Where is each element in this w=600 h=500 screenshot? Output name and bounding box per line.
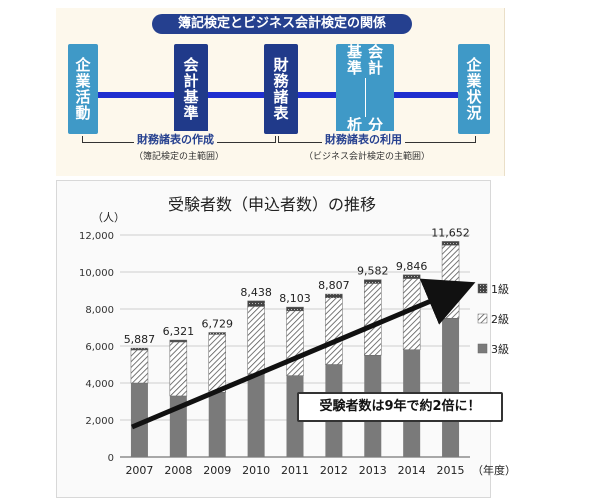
total-label-2009: 6,729 [201,318,233,331]
box-corporate-status: 企業状況 [458,44,490,134]
total-label-2011: 8,103 [279,292,311,305]
y-tick-label: 4,000 [85,379,114,390]
box-corporate-activity: 企業活動 [68,44,98,134]
legend-swatch [477,343,488,354]
total-label-2015: 11,652 [431,226,470,239]
y-tick-label: 0 [108,453,114,464]
range-label-creation: 財務諸表の作成 [134,131,217,147]
total-label-2010: 8,438 [240,286,272,299]
bar-2級-2008 [169,341,188,397]
y-tick-label: 8,000 [85,305,114,316]
box-label: 財務諸表 [271,57,290,121]
x-tick-label: 2009 [203,464,231,477]
range-sub-creation: （簿記検定の主範囲） [134,152,225,162]
chart-title: 受験者数（申込者数）の推移 [168,195,376,214]
bar-1級-2008 [169,339,188,343]
box-financial-statements: 財務諸表 [264,44,298,134]
total-label-2007: 5,887 [124,333,156,346]
relation-diagram: 簿記検定とビジネス会計検定の関係 企業活動 会計基準 財務諸表 会計基準 分析 … [56,8,505,176]
x-tick-label: 2007 [125,464,153,477]
bar-1級-2009 [208,332,226,335]
x-tick-label: 2012 [320,464,348,477]
x-tick-label: 2014 [398,464,426,477]
box-divider [364,78,366,117]
bar-3級-2009 [208,392,226,457]
x-axis-label: （年度） [472,463,516,477]
bar-3級-2015 [442,318,460,457]
bar-2級-2007 [130,349,149,384]
legend-swatch [477,283,488,294]
bar-2級-2013 [364,283,382,356]
total-label-2014: 9,846 [396,260,428,273]
x-tick-labels: 2007 2008 2009 2010 2011 2012 2013 2014 2015 [125,464,464,477]
bar-1級-2015 [441,241,460,246]
x-tick-label: 2011 [281,464,309,477]
y-tick-label: 6,000 [85,342,114,353]
box-label: 会計基準 [345,44,384,76]
y-tick-label: 2,000 [85,416,114,427]
legend-label: 2級 [491,313,509,326]
range-label-use: 財務諸表の利用 [322,131,405,147]
bar-1級-2007 [130,347,149,351]
y-tick-label: 10,000 [79,268,114,279]
box-accounting-standards-analysis: 会計基準 分析 [336,44,394,134]
bar-1級-2014 [402,274,421,279]
box-label: 企業活動 [73,57,92,121]
total-label-2008: 6,321 [163,325,195,338]
legend-swatch [477,313,488,324]
bar-1級-2011 [286,306,304,312]
total-labels: 5,887 6,321 6,729 8,438 8,103 8,807 9,582 9,846… [124,226,470,346]
trend-arrow [131,278,476,430]
y-axis-label: （人） [92,211,125,224]
diagram-title: 簿記検定とビジネス会計検定の関係 [152,14,412,34]
bar-2級-2010 [247,306,265,374]
x-tick-label: 2015 [437,464,465,477]
x-tick-label: 2010 [242,464,270,477]
box-accounting-standards-1: 会計基準 [174,44,208,134]
total-label-2013: 9,582 [357,265,389,278]
legend-label: 3級 [491,343,509,356]
bar-1級-2010 [247,300,265,307]
annotation-callout: 受験者数は9年で約2倍に！ [297,392,503,422]
legend: 1級 2級 3級 [477,283,509,356]
x-tick-label: 2008 [164,464,192,477]
x-tick-label: 2013 [359,464,387,477]
bar-3級-2010 [247,373,265,457]
y-tick-labels: 0 2,000 4,000 6,000 8,000 10,000 12,000 [79,231,114,464]
box-label-analysis: 分析 [345,116,384,133]
box-label: 会計基準 [181,57,200,121]
range-sub-use: （ビジネス会計検定の主範囲） [304,152,431,162]
bar-2級-2011 [286,310,304,376]
y-tick-label: 12,000 [79,231,114,242]
bar-2級-2012 [325,297,343,365]
box-label: 企業状況 [464,57,483,121]
bar-2級-2009 [208,334,226,393]
bar-2級-2015 [441,244,460,319]
bars [130,241,460,457]
legend-label: 1級 [491,283,509,296]
total-label-2012: 8,807 [318,279,350,292]
bar-1級-2012 [325,293,343,299]
bar-1級-2013 [364,279,382,284]
bar-3級-2007 [130,383,148,457]
